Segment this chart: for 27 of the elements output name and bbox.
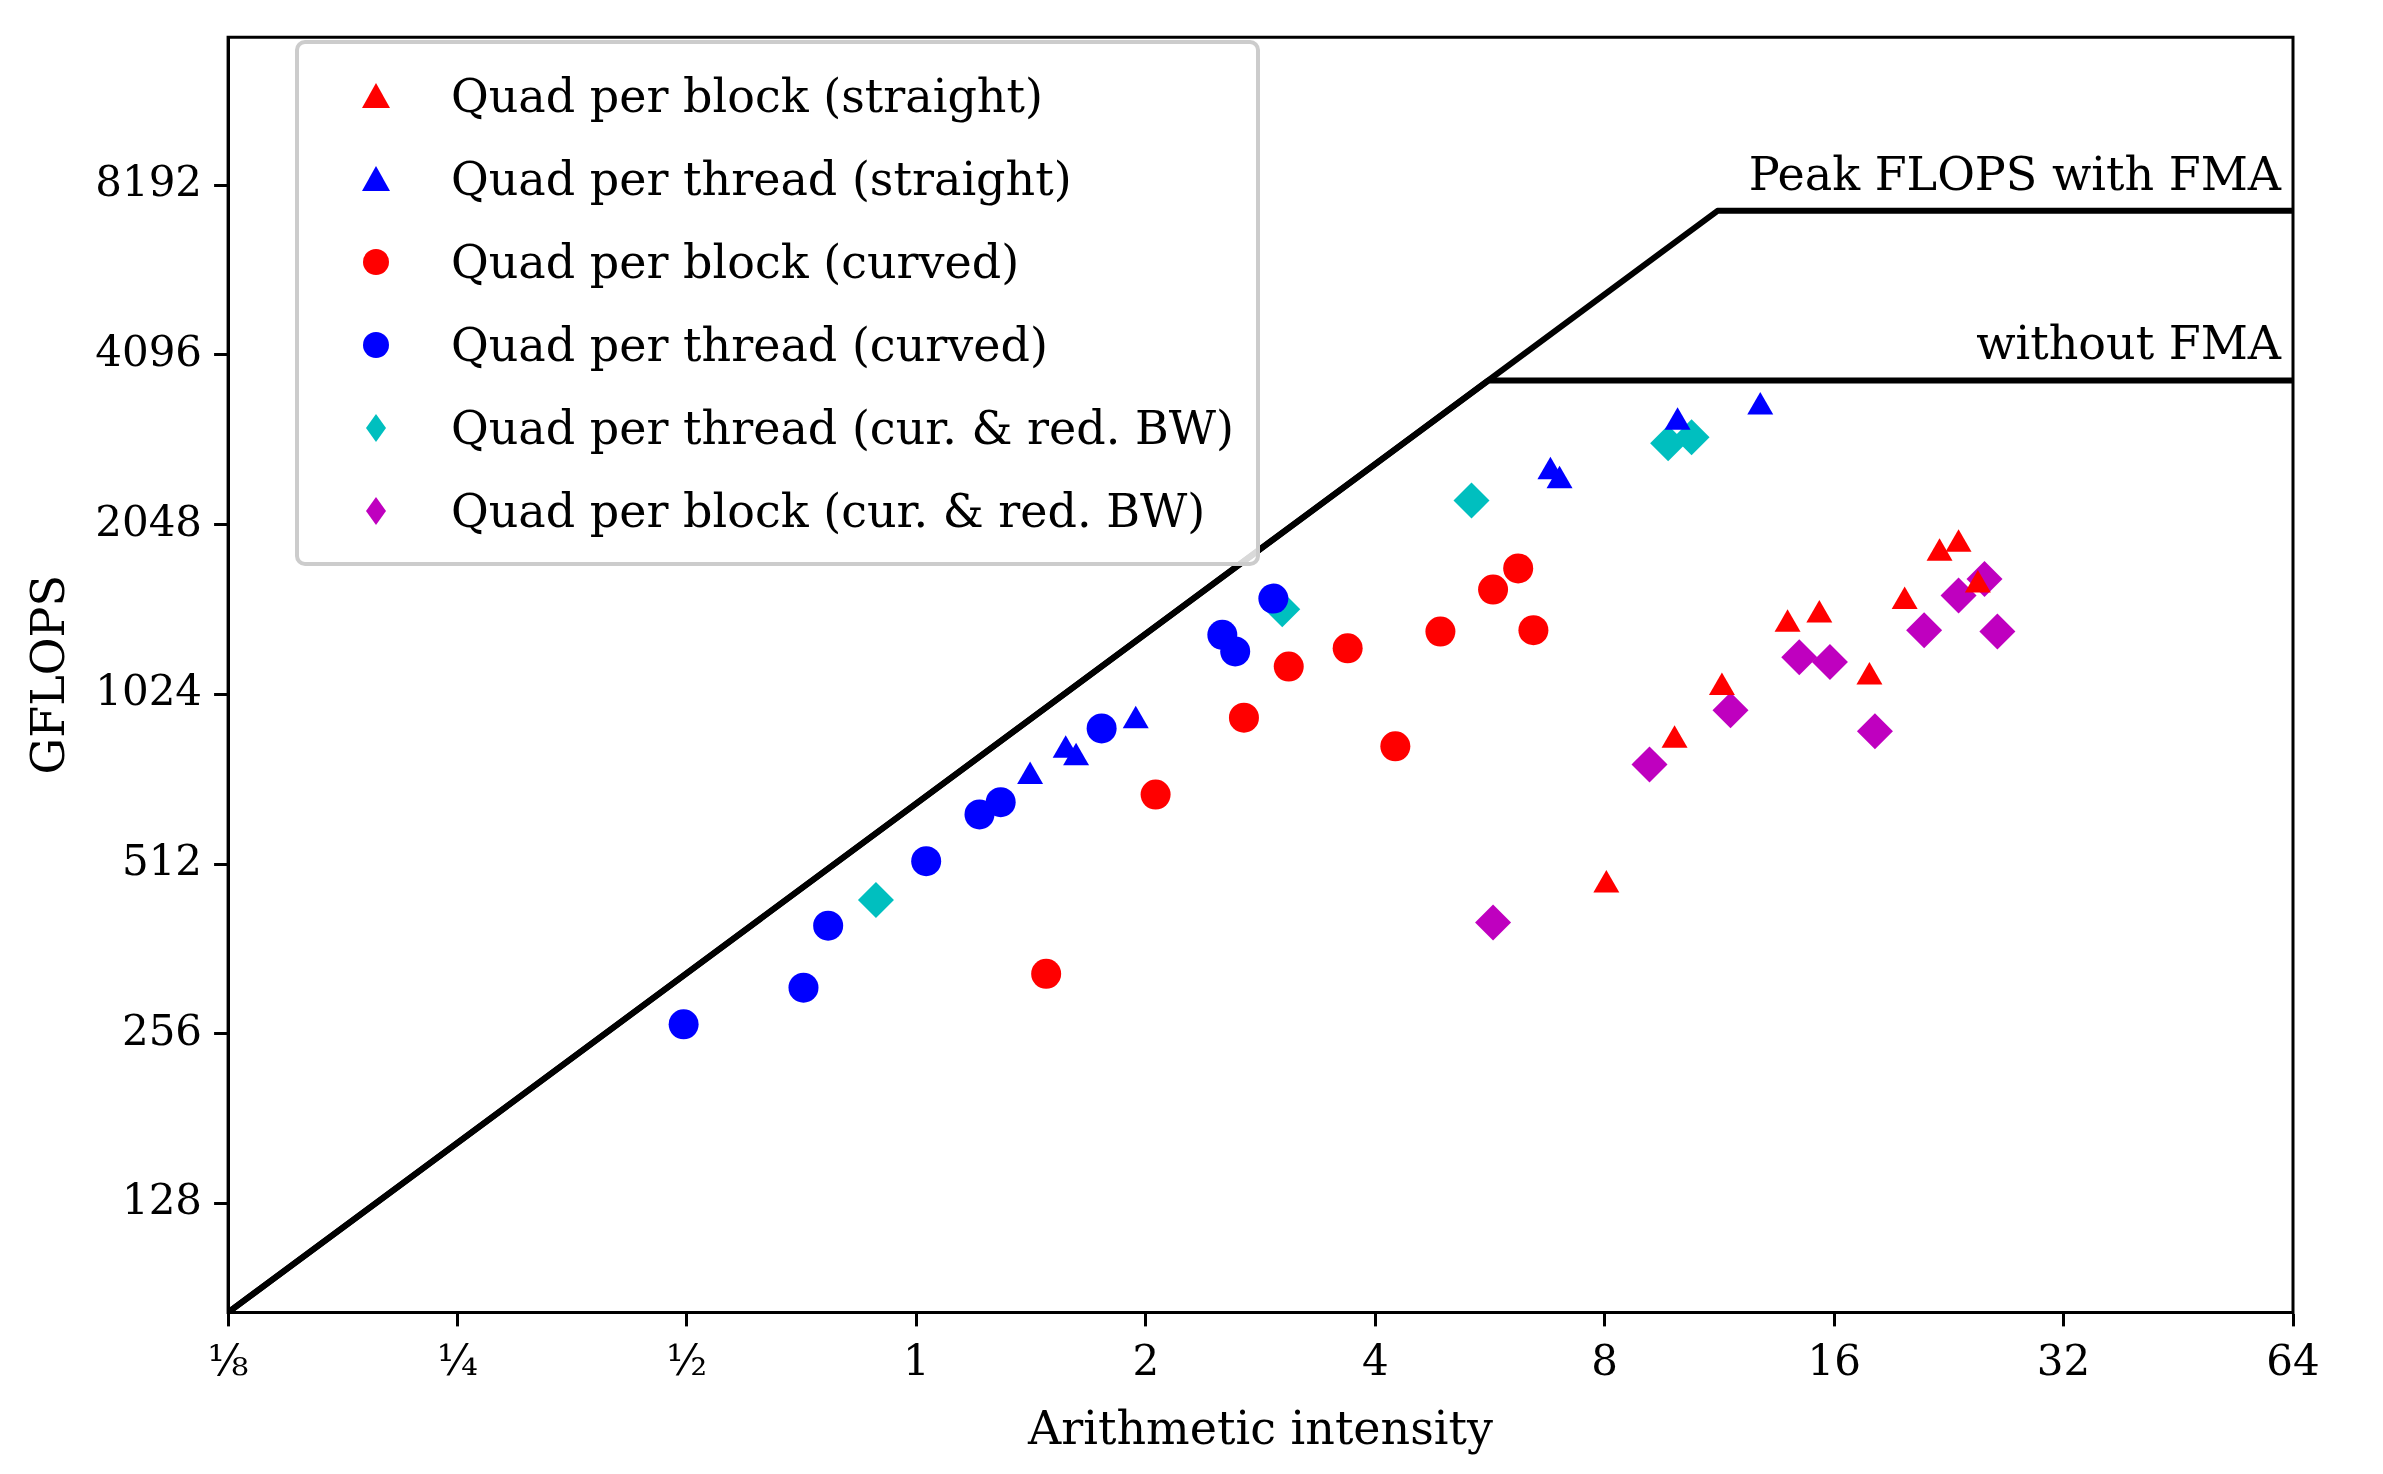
legend-label: Quad per thread (straight) — [451, 151, 1072, 206]
x-axis-title: Arithmetic intensity — [1027, 1401, 1494, 1456]
y-tick-label: 256 — [121, 1005, 203, 1055]
x-tick-label: ⅛ — [207, 1335, 249, 1385]
legend-label: Quad per block (curved) — [451, 234, 1020, 289]
annotation: Peak FLOPS with FMA — [1748, 146, 2282, 201]
x-tick-label: 2 — [1132, 1335, 1160, 1385]
legend-label: Quad per block (cur. & red. BW) — [451, 483, 1206, 538]
x-tick-label: ½ — [666, 1335, 708, 1385]
legend-label: Quad per thread (curved) — [451, 317, 1048, 372]
legend-label: Quad per thread (cur. & red. BW) — [451, 400, 1234, 455]
y-tick-label: 128 — [121, 1175, 203, 1225]
x-tick-label: 32 — [2036, 1335, 2091, 1385]
x-tick-label: 8 — [1591, 1335, 1619, 1385]
x-tick-label: ¼ — [437, 1335, 478, 1385]
annotation: without FMA — [1976, 316, 2282, 371]
y-tick-label: 1024 — [95, 666, 203, 716]
x-tick-label: 16 — [1807, 1335, 1861, 1385]
y-tick-label: 8192 — [95, 157, 203, 207]
y-axis-title: GFLOPS — [20, 575, 75, 775]
y-tick-label: 512 — [121, 835, 203, 885]
legend-label: Quad per block (straight) — [451, 68, 1043, 123]
x-tick-label: 1 — [903, 1335, 930, 1385]
x-tick-label: 4 — [1361, 1335, 1389, 1385]
y-tick-label: 4096 — [95, 326, 203, 376]
y-tick-label: 2048 — [95, 496, 203, 546]
x-tick-label: 64 — [2266, 1335, 2320, 1385]
